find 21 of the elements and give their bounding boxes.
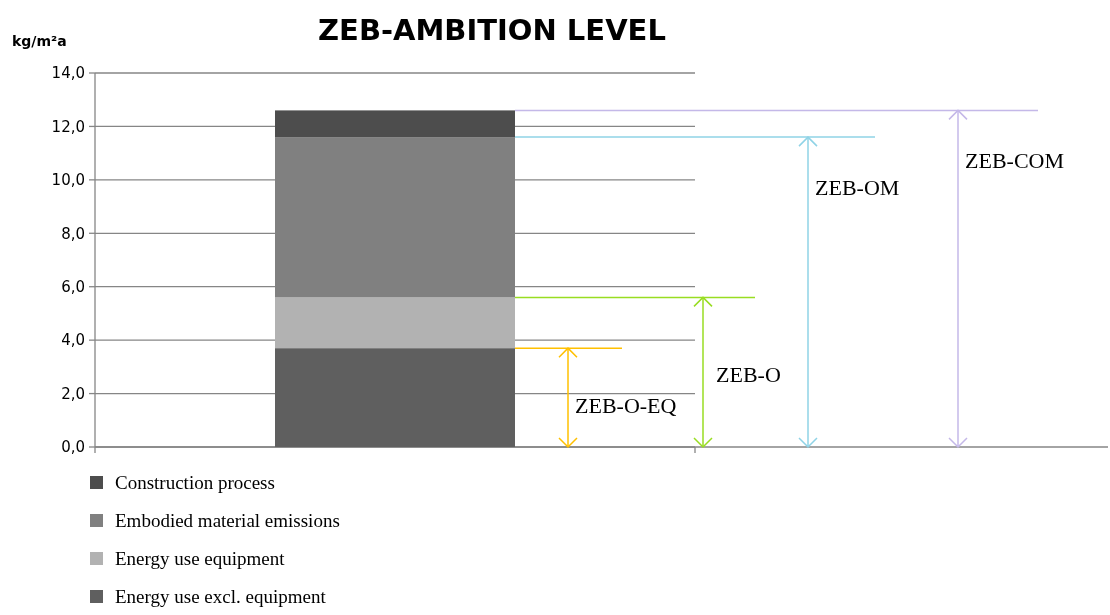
y-tick-label: 6,0 <box>61 277 85 296</box>
bar <box>275 297 515 349</box>
y-tick-label: 2,0 <box>61 384 85 403</box>
legend-label: Construction process <box>115 472 275 493</box>
y-tick-label: 4,0 <box>61 331 85 350</box>
y-tick-label: 14,0 <box>51 64 85 83</box>
ref-line-label: ZEB-O-EQ <box>575 392 677 418</box>
legend-label: Energy use excl. equipment <box>115 586 327 607</box>
y-tick-label: 8,0 <box>61 224 85 243</box>
legend-label: Embodied material emissions <box>115 510 340 531</box>
ref-line-label: ZEB-OM <box>815 175 900 201</box>
legend-label: Energy use equipment <box>115 548 286 569</box>
bar <box>275 110 515 138</box>
y-tick-label: 12,0 <box>51 117 85 136</box>
y-axis-title: kg/m²a <box>12 33 67 49</box>
ref-line-label: ZEB-O <box>716 362 781 388</box>
y-tick-label: 0,0 <box>61 438 85 457</box>
chart-title: ZEB-AMBITION LEVEL <box>318 13 666 47</box>
y-tick-label: 10,0 <box>51 171 85 190</box>
bar <box>275 348 515 447</box>
ref-line-label: ZEB-COM <box>965 148 1064 173</box>
